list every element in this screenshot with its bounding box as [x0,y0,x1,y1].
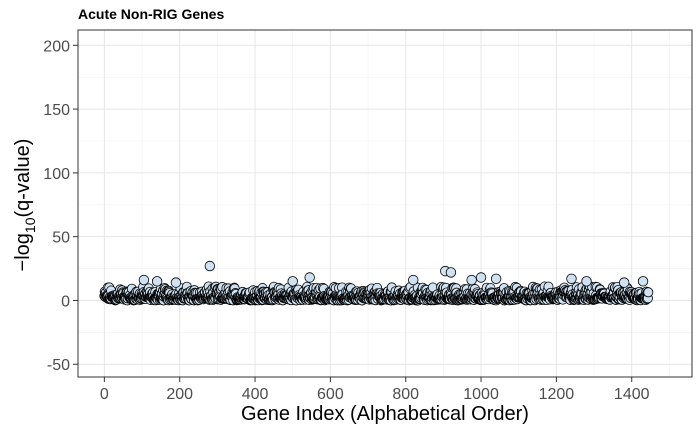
x-tick-label: 600 [317,386,344,403]
data-point-high [490,273,502,284]
y-axis-ticks: -50 0 50 100 150 200 [43,38,78,374]
plot-panel-border [77,29,693,378]
x-tick-label: 1400 [614,386,650,403]
x-axis-ticks: 0 200 400 600 800 1000 1200 1400 [100,377,650,403]
data-point-high [287,276,298,287]
y-tick-label: 50 [52,230,70,247]
data-point-high [445,267,457,278]
data-point-high [618,277,630,288]
x-tick-label: 0 [100,386,109,403]
y-tick-label: -50 [47,357,70,374]
x-tick-label: 1200 [539,386,575,403]
data-point-high [170,277,182,288]
major-gridlines [78,30,692,377]
x-tick-label: 400 [242,386,269,403]
data-point-high [581,276,592,287]
y-tick-label: 100 [43,166,70,183]
data-point-high [637,276,649,287]
data-point-high [151,276,163,287]
data-point [643,287,654,298]
data-point-high [466,274,477,286]
minor-gridlines [78,30,692,377]
x-tick-label: 800 [392,386,419,403]
data-point-high [475,272,487,283]
chart-title: Acute Non-RIG Genes [78,6,224,22]
y-axis-title: −log10(q-value) [12,139,38,272]
data-point-high [566,273,577,284]
x-axis-title: Gene Index (Alphabetical Order) [241,403,529,425]
y-tick-label: 0 [61,293,70,310]
data-point-high [408,274,419,286]
y-tick-label: 200 [43,38,70,55]
data-point-high [204,260,216,272]
x-tick-label: 1000 [463,386,499,403]
data-points [99,260,654,306]
data-point-high [304,272,315,283]
data-point-high [138,274,150,286]
y-tick-label: 150 [43,102,70,119]
x-tick-label: 200 [166,386,193,403]
